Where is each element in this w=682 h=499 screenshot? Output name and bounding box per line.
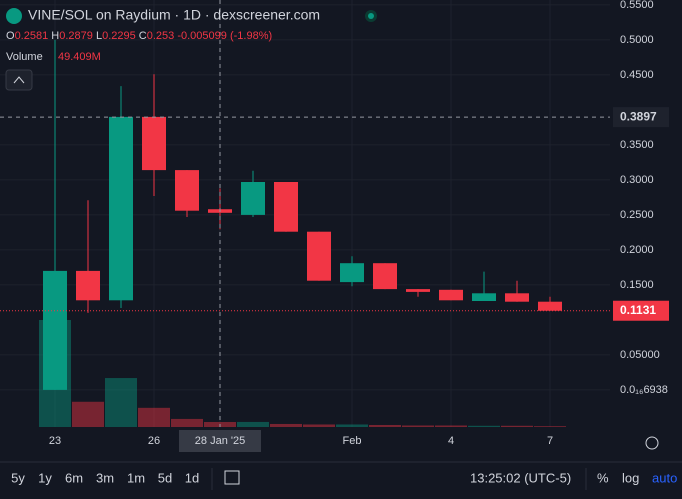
range-button[interactable]: 1y bbox=[38, 470, 52, 485]
volume-bar bbox=[237, 421, 269, 427]
volume-bar bbox=[501, 425, 533, 427]
chart-title: VINE/SOL on Raydium · 1D · dexscreener.c… bbox=[28, 7, 320, 23]
volume-bar bbox=[534, 426, 566, 427]
volume-bar bbox=[435, 425, 467, 427]
readout-value: 0.2295 bbox=[102, 30, 136, 42]
candle-body bbox=[43, 270, 67, 390]
candle-body bbox=[505, 293, 529, 302]
readout-key: O bbox=[6, 30, 15, 42]
volume-bar bbox=[72, 401, 104, 427]
y-tick-label: 0.2000 bbox=[620, 244, 654, 256]
candle-body bbox=[406, 289, 430, 292]
candle-body bbox=[142, 116, 166, 171]
range-button[interactable]: 1d bbox=[185, 470, 199, 485]
readout-key: L bbox=[96, 30, 102, 42]
volume-bar bbox=[171, 418, 203, 427]
y-tick-label: 0.1500 bbox=[620, 279, 654, 291]
candle-body bbox=[373, 263, 397, 290]
toolbar: 5y 1y 6m 3m 1m 5d 1d 13:25:02 (UTC-5)% log auto bbox=[11, 468, 677, 490]
y-tick-label: 0.3500 bbox=[620, 139, 654, 151]
candle-body bbox=[538, 301, 562, 311]
volume-bar bbox=[138, 407, 170, 427]
x-tick-label: 23 bbox=[49, 435, 61, 447]
settings-icon[interactable] bbox=[645, 436, 659, 450]
y-tick-label: 0.2500 bbox=[620, 209, 654, 221]
x-tick-label: 28 Jan '25 bbox=[195, 435, 245, 447]
x-crosshair-box bbox=[179, 430, 261, 452]
volume-bar bbox=[303, 424, 335, 427]
candle-body bbox=[109, 116, 133, 301]
candle-body bbox=[439, 289, 463, 301]
scale-option[interactable]: auto bbox=[652, 470, 677, 485]
ohlc-readout: O0.2581 H0.2879 L0.2295 C0.253 -0.005099… bbox=[6, 30, 272, 42]
range-button[interactable]: 1m bbox=[127, 470, 145, 485]
x-tick-label: 26 bbox=[148, 435, 160, 447]
candle-body bbox=[340, 263, 364, 283]
candle-body bbox=[76, 270, 100, 301]
candles bbox=[43, 39, 562, 390]
range-button[interactable]: 5d bbox=[158, 470, 172, 485]
volume-bar bbox=[402, 425, 434, 427]
scale-option[interactable]: % bbox=[597, 470, 609, 485]
readout-key: C bbox=[139, 30, 147, 42]
volume-bar bbox=[468, 425, 500, 427]
volume-bar bbox=[336, 424, 368, 427]
range-button[interactable]: 6m bbox=[65, 470, 83, 485]
readout-key: H bbox=[51, 30, 59, 42]
volume-bar bbox=[270, 423, 302, 427]
y-tick-label: 0.5500 bbox=[620, 0, 654, 11]
candle-body bbox=[241, 182, 265, 215]
last-price-box bbox=[613, 300, 669, 321]
y-tick-label: 0.3000 bbox=[620, 174, 654, 186]
readout-value: 0.2581 bbox=[15, 30, 49, 42]
volume-bar bbox=[105, 378, 137, 427]
readout-value: 0.253 bbox=[147, 30, 175, 42]
crosshair-price-label: 0.3897 bbox=[620, 109, 657, 123]
candle-body bbox=[307, 231, 331, 281]
last-price-label: 0.1131 bbox=[620, 303, 656, 317]
candle-body bbox=[175, 170, 199, 211]
candle-body bbox=[472, 293, 496, 301]
x-tick-label: Feb bbox=[343, 435, 362, 447]
collapse-button[interactable] bbox=[5, 69, 33, 91]
candle-body bbox=[274, 182, 298, 232]
range-button[interactable]: 3m bbox=[96, 470, 114, 485]
volume-bar bbox=[369, 424, 401, 427]
x-tick-label: 7 bbox=[547, 435, 553, 447]
y-tick-label: 0.05000 bbox=[620, 349, 660, 361]
volume-readout: 49.409M bbox=[58, 51, 101, 63]
crosshair-price-box bbox=[613, 107, 669, 128]
volume-label: Volume bbox=[6, 51, 43, 63]
readout-value: 0.2879 bbox=[59, 30, 93, 42]
calendar-icon[interactable] bbox=[224, 470, 240, 485]
clock: 13:25:02 (UTC-5) bbox=[470, 470, 571, 485]
readout-change-pct: (-1.98%) bbox=[230, 30, 272, 42]
scale-option[interactable]: log bbox=[622, 470, 639, 485]
y-tick-label: 0.5000 bbox=[620, 34, 654, 46]
token-icon bbox=[6, 8, 22, 24]
y-tick-label: 0.4500 bbox=[620, 69, 654, 81]
status-dot-core bbox=[368, 13, 374, 19]
range-button[interactable]: 5y bbox=[11, 470, 25, 485]
overlay: 0.3897 0.1131 bbox=[0, 0, 669, 427]
collapse-icon bbox=[13, 76, 25, 84]
y-tick-label: 0.0₁₆6938 bbox=[620, 384, 668, 396]
readout-change: -0.005099 bbox=[177, 30, 227, 42]
x-tick-label: 4 bbox=[448, 435, 454, 447]
